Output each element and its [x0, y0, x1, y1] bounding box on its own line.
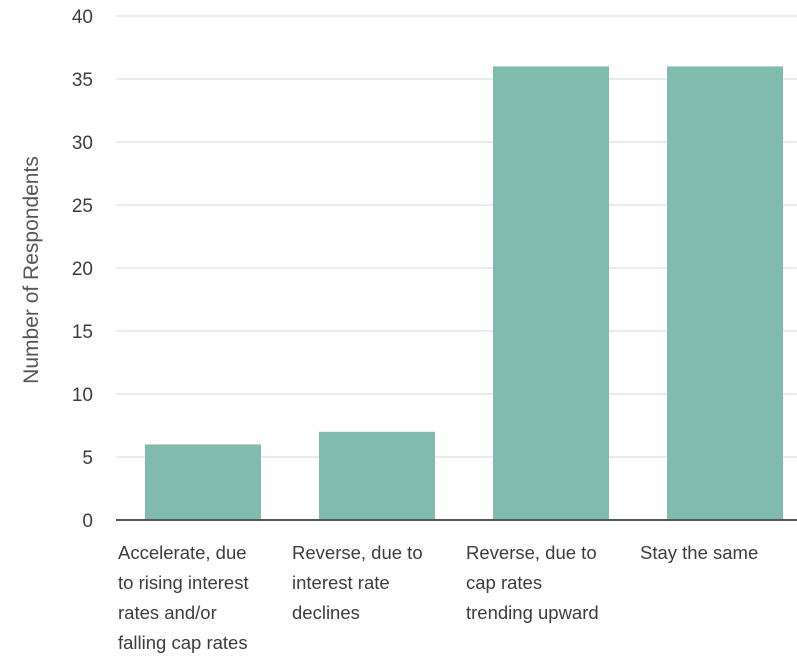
- bar: [667, 66, 783, 521]
- x-category-label: Reverse, due to cap rates trending upward: [466, 542, 599, 623]
- y-tick-label: 5: [82, 448, 93, 469]
- x-category-label: Stay the same: [640, 542, 758, 563]
- x-category-label-line: trending upward: [466, 602, 599, 623]
- gridlines: [116, 15, 797, 458]
- y-tick-label: 20: [72, 259, 93, 280]
- y-tick-label: 25: [72, 196, 93, 217]
- y-tick-label: 10: [72, 385, 93, 406]
- y-tick-label: 15: [72, 322, 93, 343]
- y-tick-label: 0: [82, 511, 93, 532]
- x-category-label-line: falling cap rates: [118, 632, 248, 653]
- y-tick-label: 30: [72, 133, 93, 154]
- x-category-label-line: declines: [292, 602, 360, 623]
- x-category-label-line: rates and/or: [118, 602, 217, 623]
- y-tick-labels: 0 5 10 15 20 25 30 35 40: [72, 7, 93, 532]
- bar: [493, 66, 609, 521]
- x-category-label-line: to rising interest: [118, 572, 249, 593]
- bars: [116, 66, 797, 521]
- x-category-label-line: Reverse, due to: [466, 542, 597, 563]
- x-category-label: Accelerate, due to rising interest rates a…: [118, 542, 249, 653]
- bar: [319, 431, 435, 520]
- bar: [145, 444, 261, 520]
- x-category-label-line: cap rates: [466, 572, 542, 593]
- y-tick-label: 35: [72, 70, 93, 91]
- y-tick-label: 40: [72, 7, 93, 28]
- x-category-label-line: Reverse, due to: [292, 542, 423, 563]
- x-category-label-line: interest rate: [292, 572, 390, 593]
- x-category-label-line: Accelerate, due: [118, 542, 247, 563]
- x-category-label: Reverse, due to interest rate declines: [292, 542, 423, 623]
- x-category-labels: Accelerate, due to rising interest rates a…: [118, 542, 758, 653]
- x-category-label-line: Stay the same: [640, 542, 758, 563]
- y-axis-title: Number of Respondents: [20, 156, 43, 384]
